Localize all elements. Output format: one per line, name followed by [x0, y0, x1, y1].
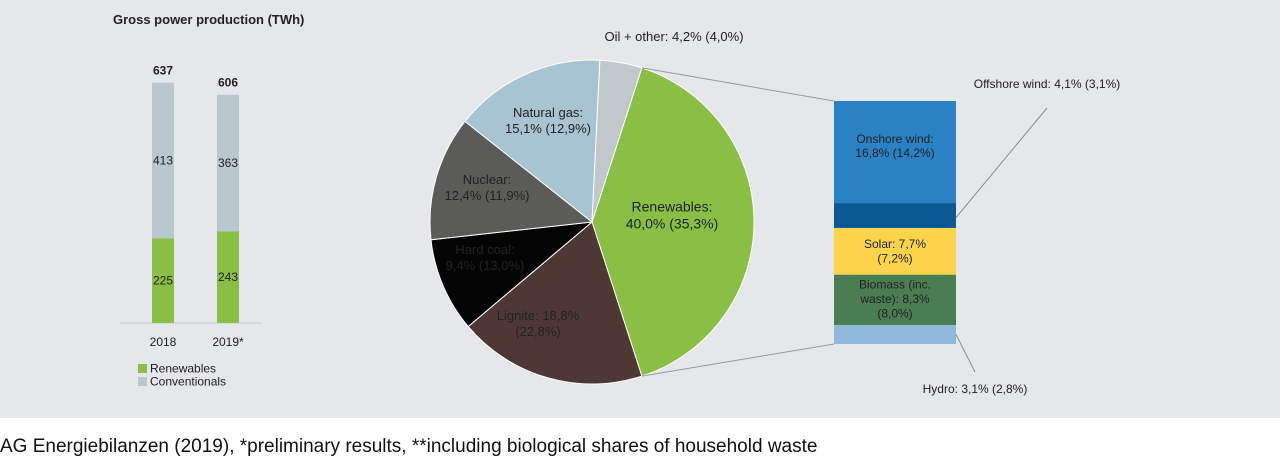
pie-slice-lignite	[467, 221, 643, 385]
pie-label-renewables-line: Renewables:	[632, 199, 713, 215]
pie-label-natural-gas-line: 15,1% (12,9%)	[505, 121, 591, 136]
breakdown-label-solar-line: Solar: 7,7%	[864, 237, 926, 251]
footer-source: AG Energiebilanzen (2019), *preliminary …	[0, 436, 818, 457]
pie-label-oil-other-line: Oil + other: 4,2% (4,0%)	[604, 29, 743, 44]
pie-label-lignite-line: (22,8%)	[515, 324, 561, 339]
bar-value-label: 243	[218, 270, 238, 284]
pie-label-nuclear: Nuclear: 12,4% (11,9%)	[444, 172, 529, 203]
pie-slice-hard-coal	[430, 221, 594, 328]
bar-renewables-2019	[217, 231, 239, 323]
breakdown-label-solar: Solar: 7,7% (7,2%)	[864, 237, 926, 265]
pie-slice-nuclear	[429, 120, 594, 241]
legend-swatch-conventionals	[138, 377, 147, 386]
pie-chart: Renewables: 40,0% (35,3%) Lignite: 18,8% (2…	[429, 29, 755, 385]
breakdown-segment-hydro	[834, 325, 956, 344]
breakdown-label-biomass-line: (8,0%)	[877, 306, 912, 320]
chart-canvas: Gross power production (TWh) 225 413 637 20…	[113, 12, 1120, 396]
breakdown-label-biomass-line: Biomass (inc.	[859, 278, 931, 292]
legend-label-renewables: Renewables	[150, 362, 216, 376]
pie-label-hard-coal-line: 9,4% (13,0%)	[446, 258, 525, 273]
breakdown-label-hydro-line: Hydro: 3,1% (2,8%)	[923, 382, 1028, 396]
bar-category-label: 2019*	[212, 335, 244, 349]
connector-top	[641, 67, 835, 102]
pie-label-lignite-line: Lignite: 18,8%	[497, 308, 580, 323]
pie-label-renewables-line: 40,0% (35,3%)	[626, 215, 719, 231]
bar-total-label: 606	[218, 76, 238, 90]
breakdown-label-biomass: Biomass (inc. waste): 8,3% (8,0%)	[859, 278, 931, 321]
pie-slice-natural-gas	[464, 59, 601, 223]
pie-label-nuclear-line: Nuclear:	[463, 172, 511, 187]
bar-chart: 225 413 637 2018 243 363 606 2019*	[120, 64, 262, 349]
bar-conventionals-2019	[217, 94, 239, 232]
pie-label-nuclear-line: 12,4% (11,9%)	[444, 188, 529, 203]
bar-total-label: 637	[153, 64, 173, 78]
footer-band	[0, 418, 1280, 469]
offshore-leader	[955, 107, 1048, 218]
breakdown-connectors	[641, 67, 835, 377]
pie-slice-oil-other	[591, 59, 643, 223]
pie-label-renewables: Renewables: 40,0% (35,3%)	[626, 199, 719, 232]
breakdown-label-onshore-wind: Onshore wind: 16,8% (14,2%)	[855, 132, 934, 160]
hydro-leader	[955, 334, 976, 373]
breakdown-label-onshore-wind-line: 16,8% (14,2%)	[855, 146, 934, 160]
bar-renewables-2018	[152, 238, 174, 323]
pie-label-lignite: Lignite: 18,8% (22,8%)	[497, 308, 580, 339]
breakdown-segment-solar	[834, 227, 956, 275]
bar-value-label: 413	[153, 153, 173, 167]
pie-label-natural-gas: Natural gas: 15,1% (12,9%)	[505, 105, 591, 136]
legend-label-conventionals: Conventionals	[150, 375, 226, 389]
legend-swatch-renewables	[138, 364, 147, 373]
pie-label-hard-coal: Hard coal: 9,4% (13,0%)	[446, 242, 525, 273]
bar-chart-title: Gross power production (TWh)	[113, 12, 304, 27]
breakdown-label-offshore-wind-line: Offshore wind: 4,1% (3,1%)	[974, 77, 1121, 91]
breakdown-label-hydro: Hydro: 3,1% (2,8%)	[923, 382, 1028, 396]
renewables-breakdown: Onshore wind: 16,8% (14,2%) Offshore wind:…	[834, 77, 1120, 396]
bar-category-label: 2018	[150, 335, 177, 349]
pie-label-natural-gas-line: Natural gas:	[513, 105, 583, 120]
bar-value-label: 363	[218, 156, 238, 170]
pie-label-oil-other: Oil + other: 4,2% (4,0%)	[604, 29, 743, 44]
pie-slice-renewables	[591, 67, 755, 377]
breakdown-segment-biomass	[834, 274, 956, 326]
breakdown-label-offshore-wind: Offshore wind: 4,1% (3,1%)	[974, 77, 1121, 91]
breakdown-segment-onshore-wind	[834, 101, 956, 204]
breakdown-label-biomass-line: waste): 8,3%	[859, 292, 930, 306]
bar-value-label: 225	[153, 274, 173, 288]
breakdown-label-onshore-wind-line: Onshore wind:	[856, 132, 933, 146]
pie-label-hard-coal-line: Hard coal:	[455, 242, 514, 257]
breakdown-segment-offshore-wind	[834, 203, 956, 228]
breakdown-label-solar-line: (7,2%)	[877, 252, 912, 266]
connector-bottom	[641, 343, 835, 377]
bar-conventionals-2018	[152, 82, 174, 239]
